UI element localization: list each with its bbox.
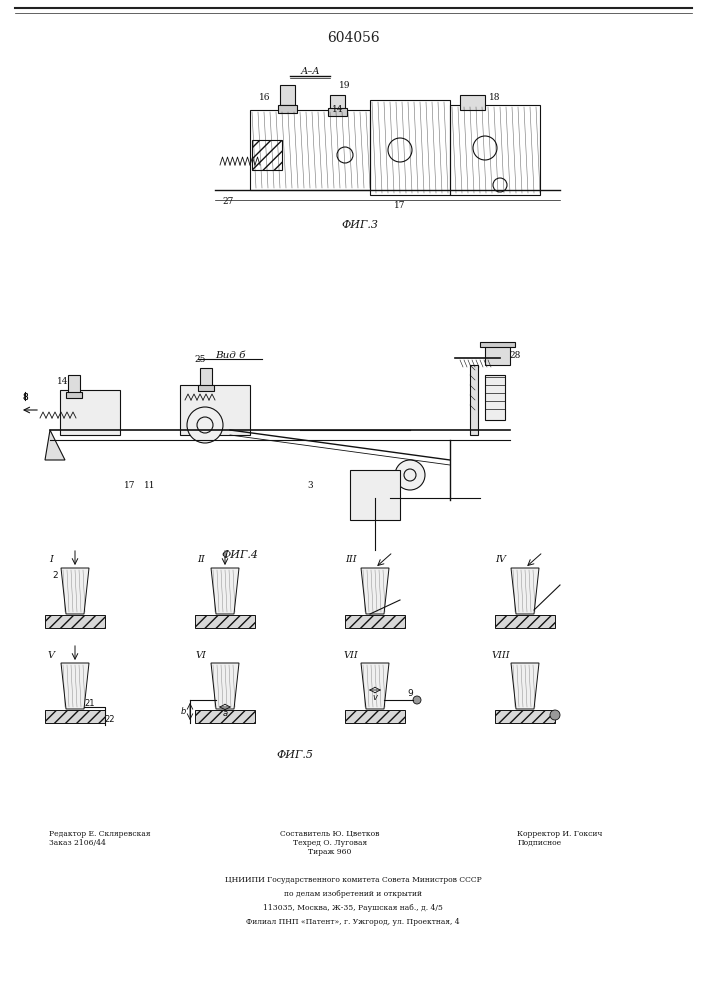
Bar (328, 108, 347, 116)
Polygon shape (361, 568, 389, 614)
Text: 3: 3 (307, 481, 312, 489)
Bar (195, 615, 255, 628)
Text: 17: 17 (395, 200, 406, 210)
Bar (195, 710, 255, 723)
Bar (66, 392, 82, 398)
Text: 16: 16 (259, 94, 271, 103)
Polygon shape (61, 663, 89, 709)
Text: V: V (47, 650, 54, 660)
Bar (278, 105, 297, 113)
Text: IV: IV (496, 556, 506, 564)
Polygon shape (61, 568, 89, 614)
Text: ФИГ.3: ФИГ.3 (341, 220, 378, 230)
Text: II: II (197, 556, 205, 564)
Bar (180, 385, 250, 435)
Text: 25: 25 (194, 356, 206, 364)
Circle shape (413, 696, 421, 704)
Polygon shape (511, 663, 539, 709)
Text: 14: 14 (332, 105, 344, 114)
Text: Редактор Е. Скляревская
Заказ 2106/44: Редактор Е. Скляревская Заказ 2106/44 (49, 830, 151, 847)
Text: Составитель Ю. Цветков
Техред О. Луговая
Тираж 960: Составитель Ю. Цветков Техред О. Луговая… (280, 830, 380, 856)
Bar (45, 615, 105, 628)
Text: ЦНИИПИ Государственного комитета Совета Министров СССР: ЦНИИПИ Государственного комитета Совета … (225, 876, 481, 884)
Bar (450, 105, 540, 195)
Text: 27: 27 (222, 198, 234, 207)
Polygon shape (361, 663, 389, 709)
Text: ФИГ.4: ФИГ.4 (221, 550, 259, 560)
Text: 8: 8 (22, 393, 28, 402)
Text: Вид б: Вид б (215, 351, 245, 360)
Circle shape (395, 460, 425, 490)
Bar (198, 385, 214, 391)
Text: 11: 11 (144, 481, 156, 489)
Bar (480, 342, 515, 347)
Text: 9: 9 (407, 690, 413, 698)
Bar (345, 615, 405, 628)
Text: 2: 2 (52, 570, 58, 580)
Text: 113035, Москва, Ж-35, Раушская наб., д. 4/5: 113035, Москва, Ж-35, Раушская наб., д. … (263, 904, 443, 912)
Polygon shape (211, 568, 239, 614)
Bar (200, 368, 212, 386)
Bar (485, 345, 510, 365)
Circle shape (550, 710, 560, 720)
Bar (495, 710, 555, 723)
Text: b: b (180, 706, 186, 716)
Polygon shape (511, 568, 539, 614)
Text: III: III (345, 556, 357, 564)
Text: 604056: 604056 (327, 31, 380, 45)
Text: Филиал ПНП «Патент», г. Ужгород, ул. Проектная, 4: Филиал ПНП «Патент», г. Ужгород, ул. Про… (246, 918, 460, 926)
Polygon shape (45, 430, 65, 460)
Text: VII: VII (344, 650, 358, 660)
Text: 17: 17 (124, 481, 136, 489)
Text: 22: 22 (105, 716, 115, 724)
Bar (485, 375, 505, 420)
Bar (370, 100, 450, 195)
Bar (470, 365, 478, 435)
Polygon shape (211, 663, 239, 709)
Bar (45, 710, 105, 723)
Bar (68, 375, 80, 393)
Bar (330, 95, 345, 110)
Bar (280, 85, 295, 105)
Bar (345, 710, 405, 723)
Text: VIII: VIII (491, 650, 510, 660)
Bar (252, 140, 282, 170)
Bar (250, 110, 370, 190)
Text: a: a (223, 708, 228, 718)
Text: 18: 18 (489, 94, 501, 103)
Circle shape (187, 407, 223, 443)
Text: VI: VI (196, 650, 206, 660)
Text: ФИГ.5: ФИГ.5 (276, 750, 313, 760)
Bar (495, 615, 555, 628)
Text: 8: 8 (22, 393, 28, 402)
Text: 21: 21 (85, 698, 95, 708)
Text: 14: 14 (57, 377, 69, 386)
Bar (460, 95, 485, 110)
Text: А–А: А–А (300, 68, 320, 77)
Bar (60, 390, 120, 435)
Text: v: v (373, 692, 378, 702)
Text: Корректор И. Гоксич
Подписное: Корректор И. Гоксич Подписное (518, 830, 602, 847)
Text: 28: 28 (509, 351, 520, 360)
Bar (350, 470, 400, 520)
Text: I: I (49, 556, 53, 564)
Text: 19: 19 (339, 81, 351, 90)
Text: по делам изобретений и открытий: по делам изобретений и открытий (284, 890, 422, 898)
